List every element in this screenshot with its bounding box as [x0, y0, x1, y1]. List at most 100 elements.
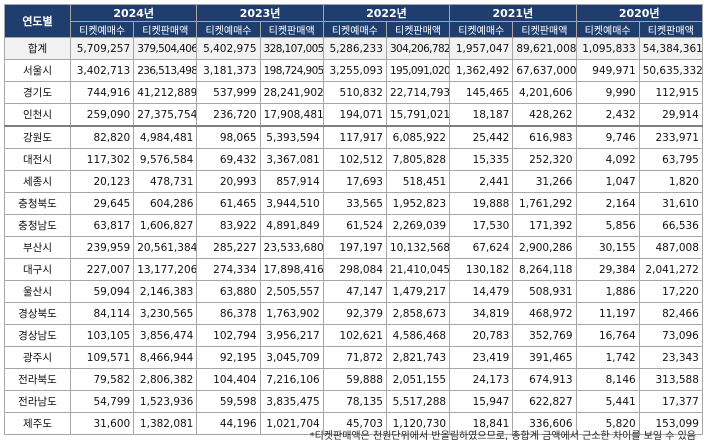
- ticket-count-cell: 67,624: [449, 236, 514, 259]
- sub-header-count: 티켓예매수: [322, 21, 387, 38]
- ticket-sales-cell: 67,637,000: [512, 59, 577, 82]
- ticket-count-cell: 18,841: [449, 412, 514, 435]
- table-row: 충청북도 29,645 604,286 61,465 3,944,510 33,565 1,…: [4, 192, 703, 215]
- ticket-sales-cell: 1,479,217: [385, 280, 451, 303]
- ticket-count-cell: 744,916: [69, 81, 135, 104]
- ticket-count-cell: 9,746: [575, 125, 640, 149]
- ticket-sales-cell: 1,952,823: [385, 192, 451, 215]
- ticket-count-cell: 79,582: [69, 368, 135, 391]
- ticket-count-cell: 63,880: [196, 280, 261, 303]
- ticket-sales-cell: 7,216,106: [259, 368, 324, 391]
- ticket-sales-cell: 1,120,730: [385, 412, 451, 435]
- ticket-sales-cell: 7,805,828: [385, 148, 451, 171]
- ticket-count-cell: 17,530: [449, 214, 514, 237]
- sub-header-count: 티켓예매수: [196, 21, 261, 38]
- ticket-count-cell: 1,095,833: [575, 37, 640, 60]
- ticket-sales-cell: 21,410,045: [385, 258, 451, 281]
- ticket-count-cell: 69,432: [196, 148, 261, 171]
- ticket-count-cell: 71,872: [322, 346, 387, 369]
- ticket-sales-cell: 2,900,286: [512, 236, 577, 259]
- region-cell: 광주시: [4, 346, 71, 369]
- ticket-count-cell: 59,094: [69, 280, 135, 303]
- ticket-count-cell: 78,135: [322, 390, 387, 413]
- sub-header-sales: 티켓판매액: [512, 21, 577, 38]
- ticket-count-cell: 83,922: [196, 214, 261, 237]
- region-cell: 경상북도: [4, 302, 71, 325]
- table-row: 세종시 20,123 478,731 20,993 857,914 17,693 518,4…: [4, 170, 703, 193]
- table-row: 인천시 259,090 27,375,754 236,720 17,908,481 194…: [4, 103, 703, 127]
- table-row: 경기도 744,916 41,212,889 537,999 28,241,902 510…: [4, 81, 703, 104]
- year-header-2021: 2021년: [449, 4, 577, 22]
- ticket-count-cell: 84,114: [69, 302, 135, 325]
- ticket-count-cell: 197,197: [322, 236, 387, 259]
- ticket-count-cell: 102,794: [196, 324, 261, 347]
- ticket-sales-cell: 1,761,292: [512, 192, 577, 215]
- ticket-sales-cell: 478,731: [133, 170, 198, 193]
- ticket-count-cell: 30,155: [575, 236, 640, 259]
- ticket-count-cell: 130,182: [449, 258, 514, 281]
- ticket-count-cell: 47,147: [322, 280, 387, 303]
- ticket-sales-cell: 1,021,704: [259, 412, 324, 435]
- sub-header-sales: 티켓판매액: [385, 21, 451, 38]
- ticket-count-cell: 44,196: [196, 412, 261, 435]
- ticket-count-cell: 5,820: [575, 412, 640, 435]
- year-header-2023: 2023년: [196, 4, 324, 22]
- ticket-sales-cell: 508,931: [512, 280, 577, 303]
- sub-header-sales: 티켓판매액: [133, 21, 198, 38]
- ticket-count-cell: 24,173: [449, 368, 514, 391]
- ticket-count-cell: 298,084: [322, 258, 387, 281]
- ticket-sales-cell: 9,576,584: [133, 148, 198, 171]
- ticket-sales-cell: 198,724,905: [259, 59, 324, 82]
- ticket-sales-cell: 3,856,474: [133, 324, 198, 347]
- ticket-count-cell: 3,255,093: [322, 59, 387, 82]
- ticket-sales-cell: 391,465: [512, 346, 577, 369]
- region-cell: 경기도: [4, 81, 71, 104]
- ticket-sales-cell: 3,944,510: [259, 192, 324, 215]
- sub-header-count: 티켓예매수: [69, 21, 135, 38]
- ticket-count-cell: 8,146: [575, 368, 640, 391]
- ticket-sales-cell: 63,795: [638, 148, 703, 171]
- table-row: 충청남도 63,817 1,606,827 83,922 4,891,849 61,524…: [4, 214, 703, 237]
- ticket-count-cell: 5,441: [575, 390, 640, 413]
- ticket-count-cell: 11,197: [575, 302, 640, 325]
- table-row: 강원도 82,820 4,984,481 98,065 5,393,594 117,917…: [4, 125, 703, 149]
- ticket-count-cell: 15,947: [449, 390, 514, 413]
- ticket-count-cell: 285,227: [196, 236, 261, 259]
- sub-header-sales: 티켓판매액: [259, 21, 324, 38]
- region-cell: 대전시: [4, 148, 71, 171]
- ticket-sales-cell: 857,914: [259, 170, 324, 193]
- ticket-sales-cell: 252,320: [512, 148, 577, 171]
- ticket-sales-cell: 2,505,557: [259, 280, 324, 303]
- ticket-sales-cell: 2,806,382: [133, 368, 198, 391]
- ticket-sales-cell: 6,085,922: [385, 125, 451, 149]
- ticket-count-cell: 109,571: [69, 346, 135, 369]
- ticket-sales-cell: 379,504,406: [133, 37, 198, 60]
- region-cell: 울산시: [4, 280, 71, 303]
- ticket-count-cell: 145,465: [449, 81, 514, 104]
- ticket-sales-cell: 328,107,005: [259, 37, 324, 60]
- ticket-count-cell: 236,720: [196, 103, 261, 127]
- ticket-sales-cell: 428,262: [512, 103, 577, 127]
- ticket-sales-cell: 616,983: [512, 125, 577, 149]
- ticket-sales-cell: 3,045,709: [259, 346, 324, 369]
- region-cell: 세종시: [4, 170, 71, 193]
- ticket-count-cell: 1,957,047: [449, 37, 514, 60]
- ticket-count-cell: 14,479: [449, 280, 514, 303]
- footnote: *티켓판매액은 천원단위에서 반올림하였으므로, 총합계 금액에서 근소한 차이…: [309, 431, 696, 442]
- region-cell: 경상남도: [4, 324, 71, 347]
- ticket-sales-cell: 153,099: [638, 412, 703, 435]
- ticket-sales-cell: 8,264,118: [512, 258, 577, 281]
- ticket-sales-cell: 3,835,475: [259, 390, 324, 413]
- ticket-sales-cell: 112,915: [638, 81, 703, 104]
- table-row: 전라남도 54,799 1,523,936 59,598 3,835,475 78,135…: [4, 390, 703, 413]
- region-cell: 충청남도: [4, 214, 71, 237]
- ticket-sales-cell: 1,763,902: [259, 302, 324, 325]
- ticket-count-cell: 259,090: [69, 103, 135, 127]
- year-header-2022: 2022년: [322, 4, 451, 22]
- ticket-count-cell: 16,764: [575, 324, 640, 347]
- ticket-count-cell: 20,783: [449, 324, 514, 347]
- ticket-count-cell: 25,442: [449, 125, 514, 149]
- year-header-2024: 2024년: [69, 4, 198, 22]
- ticket-sales-cell: 17,220: [638, 280, 703, 303]
- region-cell: 합계: [4, 37, 71, 60]
